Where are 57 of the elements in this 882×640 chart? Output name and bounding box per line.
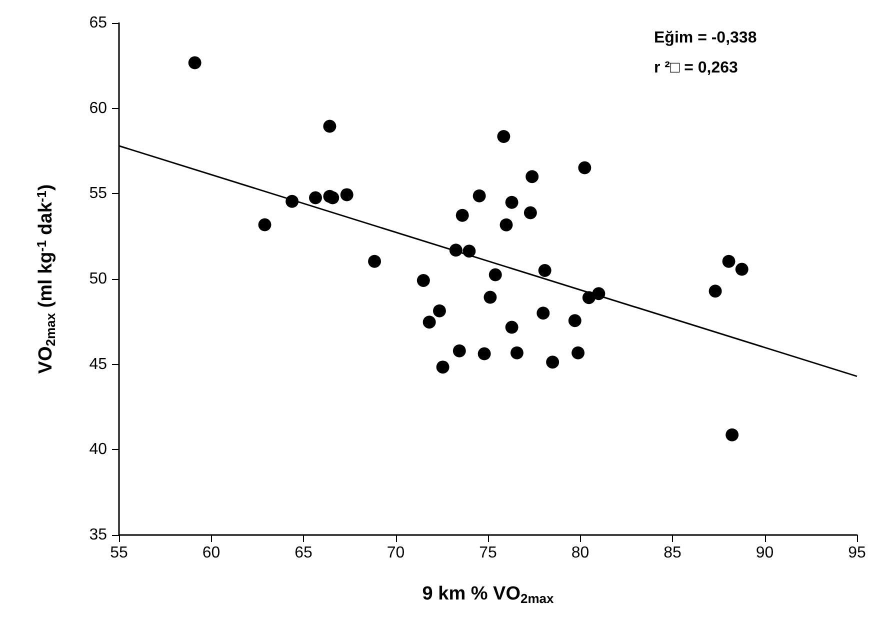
point bbox=[484, 290, 497, 304]
x-tick-label: 65 bbox=[294, 544, 312, 562]
point bbox=[422, 316, 436, 329]
point bbox=[546, 356, 560, 369]
point bbox=[462, 244, 476, 258]
point bbox=[592, 287, 606, 300]
point bbox=[536, 306, 550, 320]
point bbox=[286, 194, 299, 208]
point bbox=[526, 170, 539, 184]
x-tick-label: 75 bbox=[479, 544, 497, 562]
x-tick-label: 80 bbox=[571, 544, 590, 562]
point bbox=[726, 428, 739, 442]
annotation: Eğim = -0,338 bbox=[654, 30, 757, 46]
point bbox=[572, 346, 585, 360]
point bbox=[500, 218, 513, 232]
point bbox=[368, 254, 382, 268]
x-tick-label: 55 bbox=[110, 544, 128, 562]
x-tick-label: 95 bbox=[848, 544, 866, 562]
point bbox=[432, 304, 446, 318]
point bbox=[735, 262, 748, 276]
point bbox=[258, 218, 272, 232]
point bbox=[510, 346, 524, 360]
x-tick-label: 60 bbox=[202, 544, 220, 562]
point bbox=[188, 56, 202, 70]
annotation: r ²□ = 0,263 bbox=[654, 60, 738, 76]
y-tick-label: 55 bbox=[89, 185, 108, 202]
point bbox=[449, 244, 462, 257]
point bbox=[708, 284, 722, 298]
x-tick-label: 90 bbox=[756, 544, 774, 562]
y-tick-label: 60 bbox=[89, 100, 108, 117]
point bbox=[505, 320, 518, 334]
point bbox=[497, 130, 510, 143]
x-tick-label: 85 bbox=[664, 544, 682, 562]
point bbox=[472, 189, 486, 202]
y-axis-title: VO2max (ml kg-1 dak-1) bbox=[34, 184, 58, 374]
point bbox=[538, 264, 552, 277]
point bbox=[326, 191, 340, 204]
y-tick-label: 35 bbox=[89, 526, 108, 544]
point bbox=[340, 188, 354, 202]
point bbox=[524, 206, 537, 220]
y-tick-label: 40 bbox=[89, 441, 108, 458]
point bbox=[436, 360, 450, 374]
point bbox=[578, 161, 592, 174]
x-tick-label: 70 bbox=[386, 544, 405, 562]
point bbox=[722, 254, 736, 268]
point bbox=[568, 314, 582, 328]
point bbox=[416, 274, 430, 288]
point bbox=[309, 191, 322, 204]
point bbox=[478, 347, 491, 360]
y-tick-label: 50 bbox=[89, 270, 108, 288]
point bbox=[488, 268, 502, 282]
y-tick-label: 65 bbox=[89, 14, 108, 32]
point bbox=[456, 208, 469, 222]
point bbox=[452, 344, 466, 358]
point bbox=[505, 196, 518, 209]
y-tick-label: 45 bbox=[89, 356, 108, 373]
point bbox=[323, 120, 336, 133]
